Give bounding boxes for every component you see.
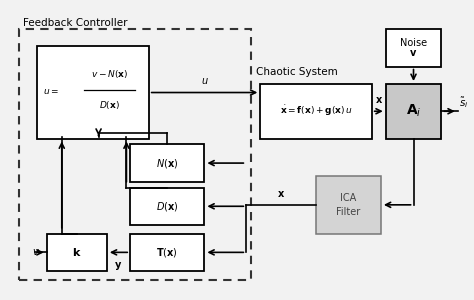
- Text: $\mathbf{k}$: $\mathbf{k}$: [72, 246, 82, 258]
- Text: $\mathbf{A}_i$: $\mathbf{A}_i$: [406, 103, 421, 119]
- Text: $\mathbf{x}$: $\mathbf{x}$: [277, 189, 285, 199]
- Text: Chaotic System: Chaotic System: [255, 67, 337, 77]
- Bar: [260, 84, 372, 139]
- Text: $\dot{\mathbf{x}} = \mathbf{f}(\mathbf{x}) + \mathbf{g}(\mathbf{x})\,u$: $\dot{\mathbf{x}} = \mathbf{f}(\mathbf{x…: [280, 104, 352, 118]
- Text: Feedback Controller: Feedback Controller: [23, 18, 128, 28]
- Text: ICA: ICA: [340, 193, 356, 202]
- Text: $D(\mathbf{x})$: $D(\mathbf{x})$: [99, 100, 120, 112]
- Text: $\mathbf{v}$: $\mathbf{v}$: [410, 48, 418, 58]
- Text: $u =$: $u =$: [43, 87, 59, 96]
- Bar: [130, 234, 204, 271]
- Text: $\mathbf{T}(\mathbf{x})$: $\mathbf{T}(\mathbf{x})$: [156, 246, 178, 259]
- Text: Filter: Filter: [337, 207, 361, 217]
- Bar: [46, 234, 107, 271]
- Text: $u$: $u$: [201, 76, 209, 86]
- Text: $\tilde{s}_i$: $\tilde{s}_i$: [458, 95, 468, 110]
- Bar: [386, 84, 441, 139]
- Bar: [386, 29, 441, 67]
- Text: Noise: Noise: [400, 38, 427, 48]
- Bar: [37, 46, 149, 139]
- Bar: [18, 29, 251, 280]
- Text: $v$: $v$: [32, 248, 39, 257]
- Bar: [316, 176, 381, 234]
- Text: $N(\mathbf{x})$: $N(\mathbf{x})$: [156, 157, 179, 169]
- Text: $\mathbf{x}$: $\mathbf{x}$: [374, 95, 383, 106]
- Text: $\mathbf{y}$: $\mathbf{y}$: [114, 260, 123, 272]
- Text: $v - N(\mathbf{x})$: $v - N(\mathbf{x})$: [91, 68, 128, 80]
- Bar: [130, 144, 204, 182]
- Text: $D(\mathbf{x})$: $D(\mathbf{x})$: [156, 200, 179, 213]
- Bar: [130, 188, 204, 225]
